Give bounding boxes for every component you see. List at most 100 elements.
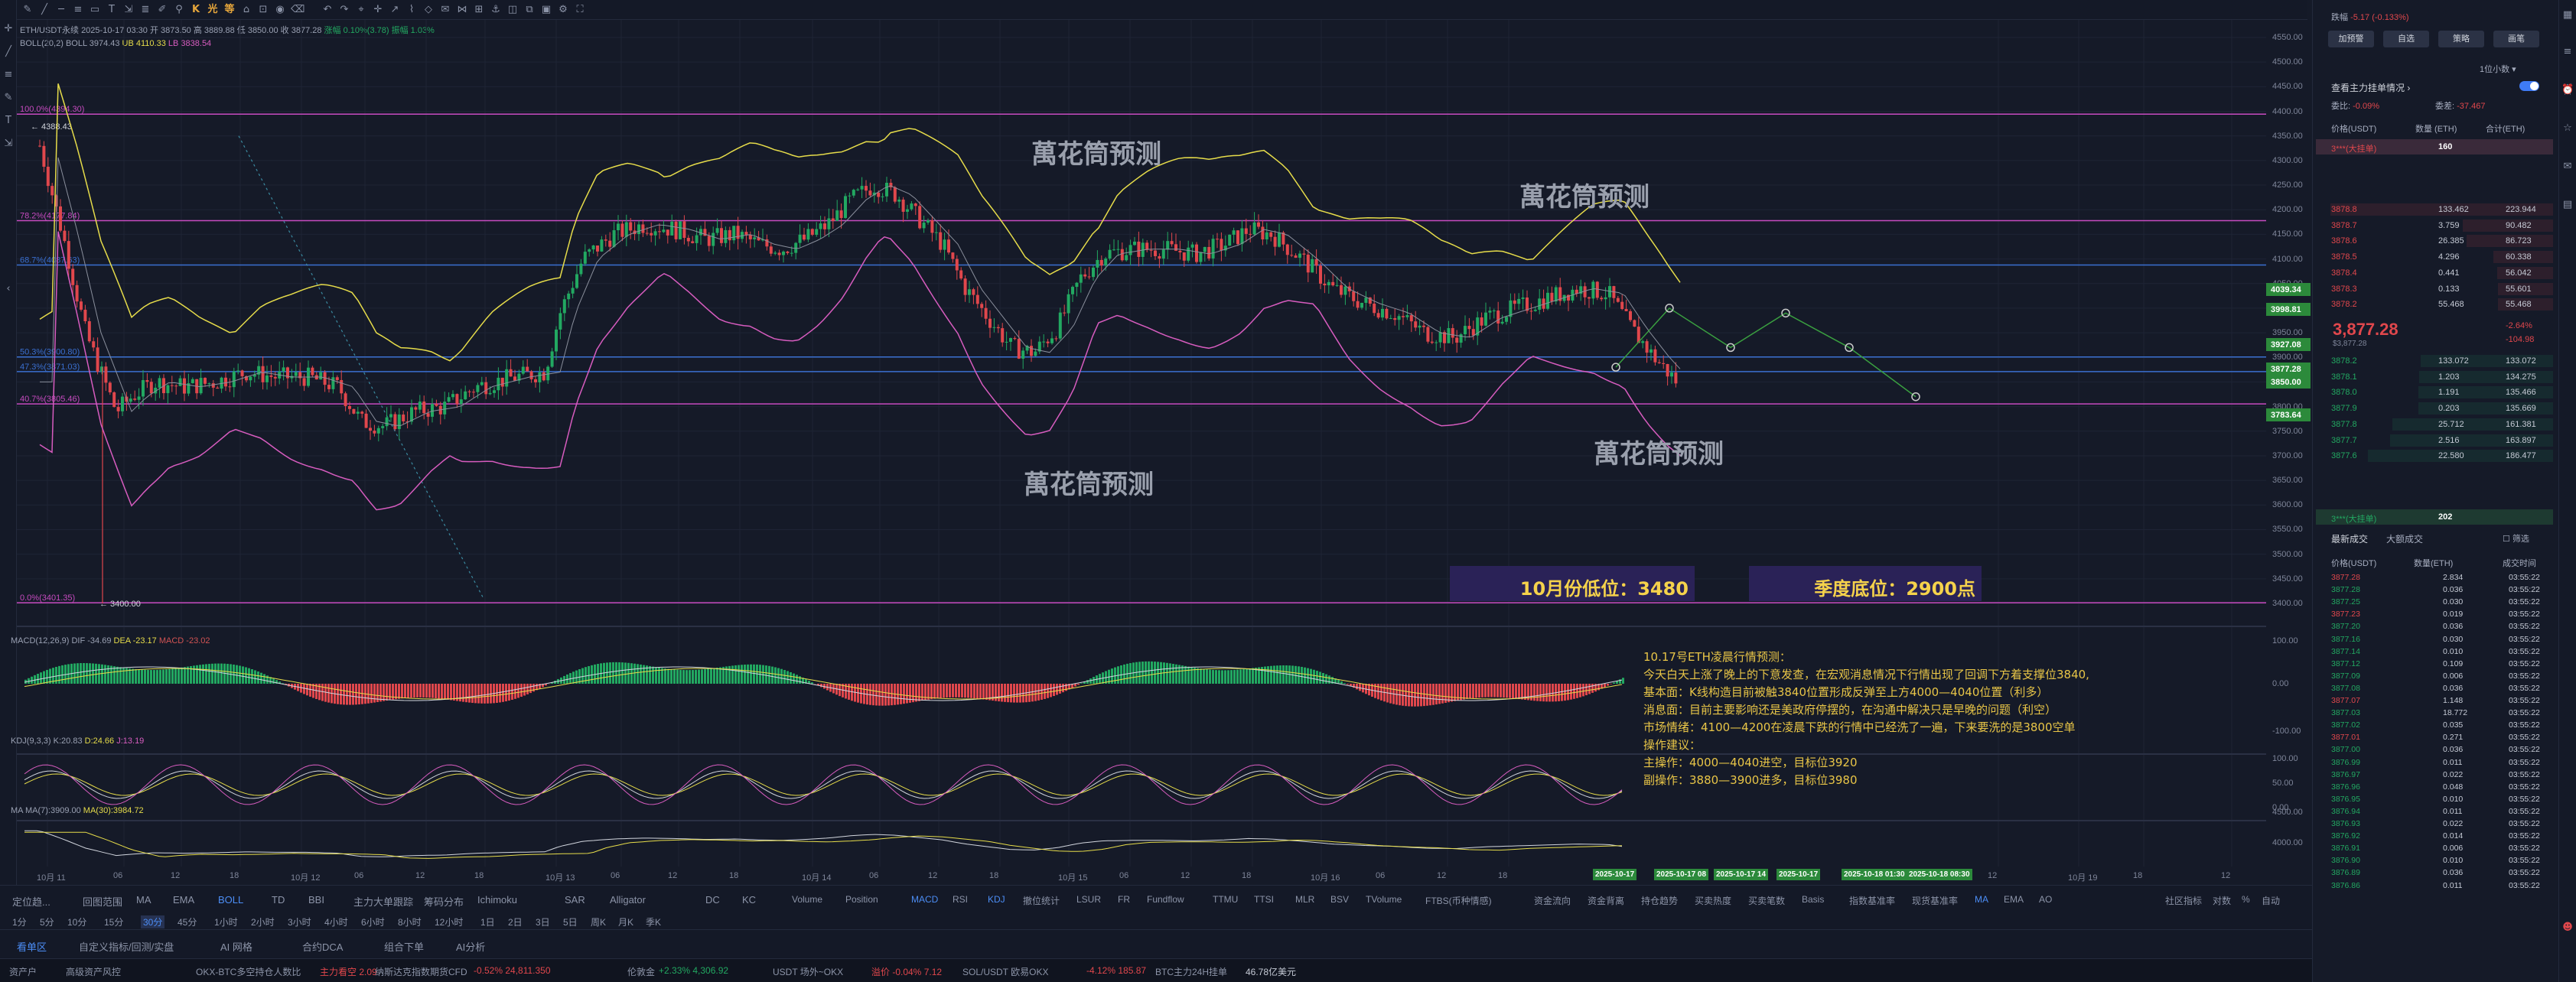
alarm-icon[interactable]: ⏰ — [2561, 84, 2574, 96]
tab-latest-trades[interactable]: 最新成交 — [2331, 534, 2369, 545]
ticker-7[interactable]: BTC主力24H挂单 — [1155, 967, 1228, 977]
sub-indicator-9[interactable]: TTMU — [1213, 894, 1239, 905]
timeframe-8[interactable]: 3小时 — [288, 917, 311, 928]
timeframe-18[interactable]: 月K — [618, 917, 634, 928]
orderbook-row[interactable]: 3877.8 25.712 161.381 — [2316, 417, 2553, 432]
indicator-6[interactable]: BBI — [308, 894, 324, 906]
ticker-5[interactable]: USDT 场外~OKX — [773, 967, 844, 977]
sub-indicator-16[interactable]: 资金背离 — [1588, 896, 1625, 906]
text-icon[interactable]: T — [5, 115, 11, 126]
orderbook-row[interactable]: 3878.4 0.441 56.042 — [2316, 265, 2553, 281]
measure-icon[interactable]: ⇲ — [124, 4, 133, 15]
rect-icon[interactable]: ▭ — [90, 4, 100, 15]
ticker-6[interactable]: SOL/USDT 欧易OKX — [962, 967, 1049, 977]
orderbook-row[interactable]: 3878.2 55.468 55.468 — [2316, 297, 2553, 312]
bot-icon[interactable]: ☻ — [2562, 922, 2573, 933]
indicator-13[interactable]: KC — [742, 894, 757, 906]
filter-checkbox[interactable]: ☐ 筛选 — [2503, 535, 2529, 544]
macd-legend[interactable]: MACD(12,26,9) DIF -34.69 DEA -23.17 MACD… — [11, 636, 210, 645]
toolbar-label-1[interactable]: 光 — [207, 4, 218, 15]
zoom-icon[interactable]: ⚲ — [175, 4, 183, 15]
ticker-3[interactable]: 纳斯达克指数期货CFD — [375, 967, 467, 977]
indicator-1[interactable]: 回图范围 — [83, 896, 123, 908]
indicator-2[interactable]: MA — [136, 894, 151, 906]
timeframe-13[interactable]: 1日 — [480, 917, 495, 928]
sub-indicator-11[interactable]: MLR — [1295, 894, 1315, 905]
bottom-tab-5[interactable]: AI分析 — [456, 941, 486, 953]
boll-legend[interactable]: BOLL(20,2) BOLL 3974.43 UB 4110.33 LB 38… — [20, 39, 211, 48]
indicator-4[interactable]: BOLL — [218, 894, 244, 906]
ticker-4[interactable]: 伦敦金 — [627, 967, 656, 977]
sub-indicator-14[interactable]: FTBS(币种情感) — [1425, 896, 1492, 906]
orderbook-row[interactable]: 3877.9 0.203 135.669 — [2316, 401, 2553, 416]
fullscreen-icon[interactable]: ⛶ — [576, 4, 584, 15]
hline-icon[interactable]: ─ — [58, 4, 64, 15]
sub-indicator-22[interactable]: 现货基准率 — [1912, 896, 1959, 906]
brush-icon[interactable]: ✎ — [4, 92, 13, 103]
fib-icon[interactable]: ≡ — [4, 69, 13, 80]
timeframe-2[interactable]: 10分 — [67, 917, 87, 928]
timeframe-15[interactable]: 3日 — [536, 917, 550, 928]
sub-indicator-25[interactable]: AO — [2039, 894, 2053, 905]
pattern-icon[interactable]: ⋈ — [457, 4, 467, 15]
copy-icon[interactable]: ⧉ — [526, 4, 533, 15]
orderbook-row[interactable]: 3878.6 26.385 86.723 — [2316, 233, 2553, 249]
sub-indicator-21[interactable]: 指数基准率 — [1849, 896, 1896, 906]
sub-indicator-7[interactable]: FR — [1118, 894, 1130, 905]
orderbook-row[interactable]: 3878.2 133.072 133.072 — [2316, 353, 2553, 369]
sub-indicator-13[interactable]: TVolume — [1366, 894, 1402, 905]
fib-icon[interactable]: ≣ — [141, 4, 150, 15]
gear-icon[interactable]: ⚙ — [559, 4, 568, 15]
timeframe-9[interactable]: 4小时 — [324, 917, 348, 928]
tab-big-trades[interactable]: 大额成交 — [2386, 534, 2424, 545]
ticker-0[interactable]: 资产户 — [9, 967, 37, 977]
orderbook-row[interactable]: 3877.6 22.580 186.477 — [2316, 448, 2553, 463]
precision-select[interactable]: 1位小数 ▾ — [2480, 65, 2516, 74]
toolbar-label-2[interactable]: 等 — [224, 4, 235, 15]
alert-button[interactable]: 加预警 — [2328, 31, 2374, 47]
lock-icon[interactable]: ⊡ — [259, 4, 268, 15]
brush-button[interactable]: 画笔 — [2493, 31, 2539, 47]
axis-option-2[interactable]: % — [2242, 894, 2250, 905]
axis-option-1[interactable]: 对数 — [2213, 896, 2232, 906]
sub-indicator-23[interactable]: MA — [1975, 894, 1988, 905]
timeframe-0[interactable]: 1分 — [12, 917, 27, 928]
orderbook-row[interactable]: 3878.5 4.296 60.338 — [2316, 249, 2553, 265]
magnet-icon[interactable]: ⌂ — [243, 4, 250, 15]
orderbook-row[interactable]: 3878.8 133.462 223.944 — [2316, 202, 2553, 217]
timeframe-4[interactable]: 30分 — [141, 915, 165, 928]
bottom-tab-1[interactable]: 自定义指标/回测/实盘 — [79, 941, 174, 953]
channel-icon[interactable]: ≡ — [73, 4, 83, 15]
bottom-tab-3[interactable]: 合约DCA — [302, 941, 344, 953]
sub-indicator-8[interactable]: Fundflow — [1147, 894, 1184, 905]
axis-option-3[interactable]: 自动 — [2262, 896, 2281, 906]
measure-icon[interactable]: ⇲ — [4, 138, 13, 149]
watchlist-button[interactable]: 自选 — [2383, 31, 2429, 47]
indicator-9[interactable]: Ichimoku — [477, 894, 518, 906]
screenshot-icon[interactable]: ▣ — [541, 4, 552, 15]
indicator-0[interactable]: 定位趋... — [12, 896, 50, 908]
arrow-icon[interactable]: ↗ — [390, 4, 399, 15]
timeframe-6[interactable]: 1小时 — [214, 917, 238, 928]
pencil-icon[interactable]: ✎ — [23, 4, 32, 15]
brush-icon[interactable]: ✐ — [158, 4, 167, 15]
kdj-legend[interactable]: KDJ(9,3,3) K:20.83 D:24.66 J:13.19 — [11, 736, 144, 746]
indicator-7[interactable]: 主力大单跟踪 — [353, 896, 414, 908]
main-orders-toggle[interactable] — [2519, 81, 2539, 91]
redo-icon[interactable]: ↷ — [340, 4, 349, 15]
indicator-3[interactable]: EMA — [173, 894, 195, 906]
main-orders-link[interactable]: 查看主力挂单情况 › — [2331, 83, 2411, 93]
shape-icon[interactable]: ◇ — [425, 4, 432, 15]
crosshair-icon[interactable]: ✛ — [373, 4, 383, 15]
grid-icon[interactable]: ▦ — [2562, 9, 2573, 21]
timeframe-12[interactable]: 12小时 — [435, 917, 464, 928]
cursor-icon[interactable]: ⌖ — [358, 4, 364, 15]
timeframe-19[interactable]: 季K — [646, 917, 662, 928]
undo-icon[interactable]: ↶ — [323, 4, 332, 15]
big-sell-order[interactable]: 3***(大挂单) 160 — [2316, 139, 2553, 154]
chat-icon[interactable]: ✉ — [2563, 161, 2572, 172]
crosshair-icon[interactable]: ✛ — [4, 23, 13, 34]
sub-indicator-2[interactable]: MACD — [911, 894, 939, 905]
layers-icon[interactable]: ≡ — [2563, 46, 2572, 57]
timeframe-3[interactable]: 15分 — [104, 917, 124, 928]
